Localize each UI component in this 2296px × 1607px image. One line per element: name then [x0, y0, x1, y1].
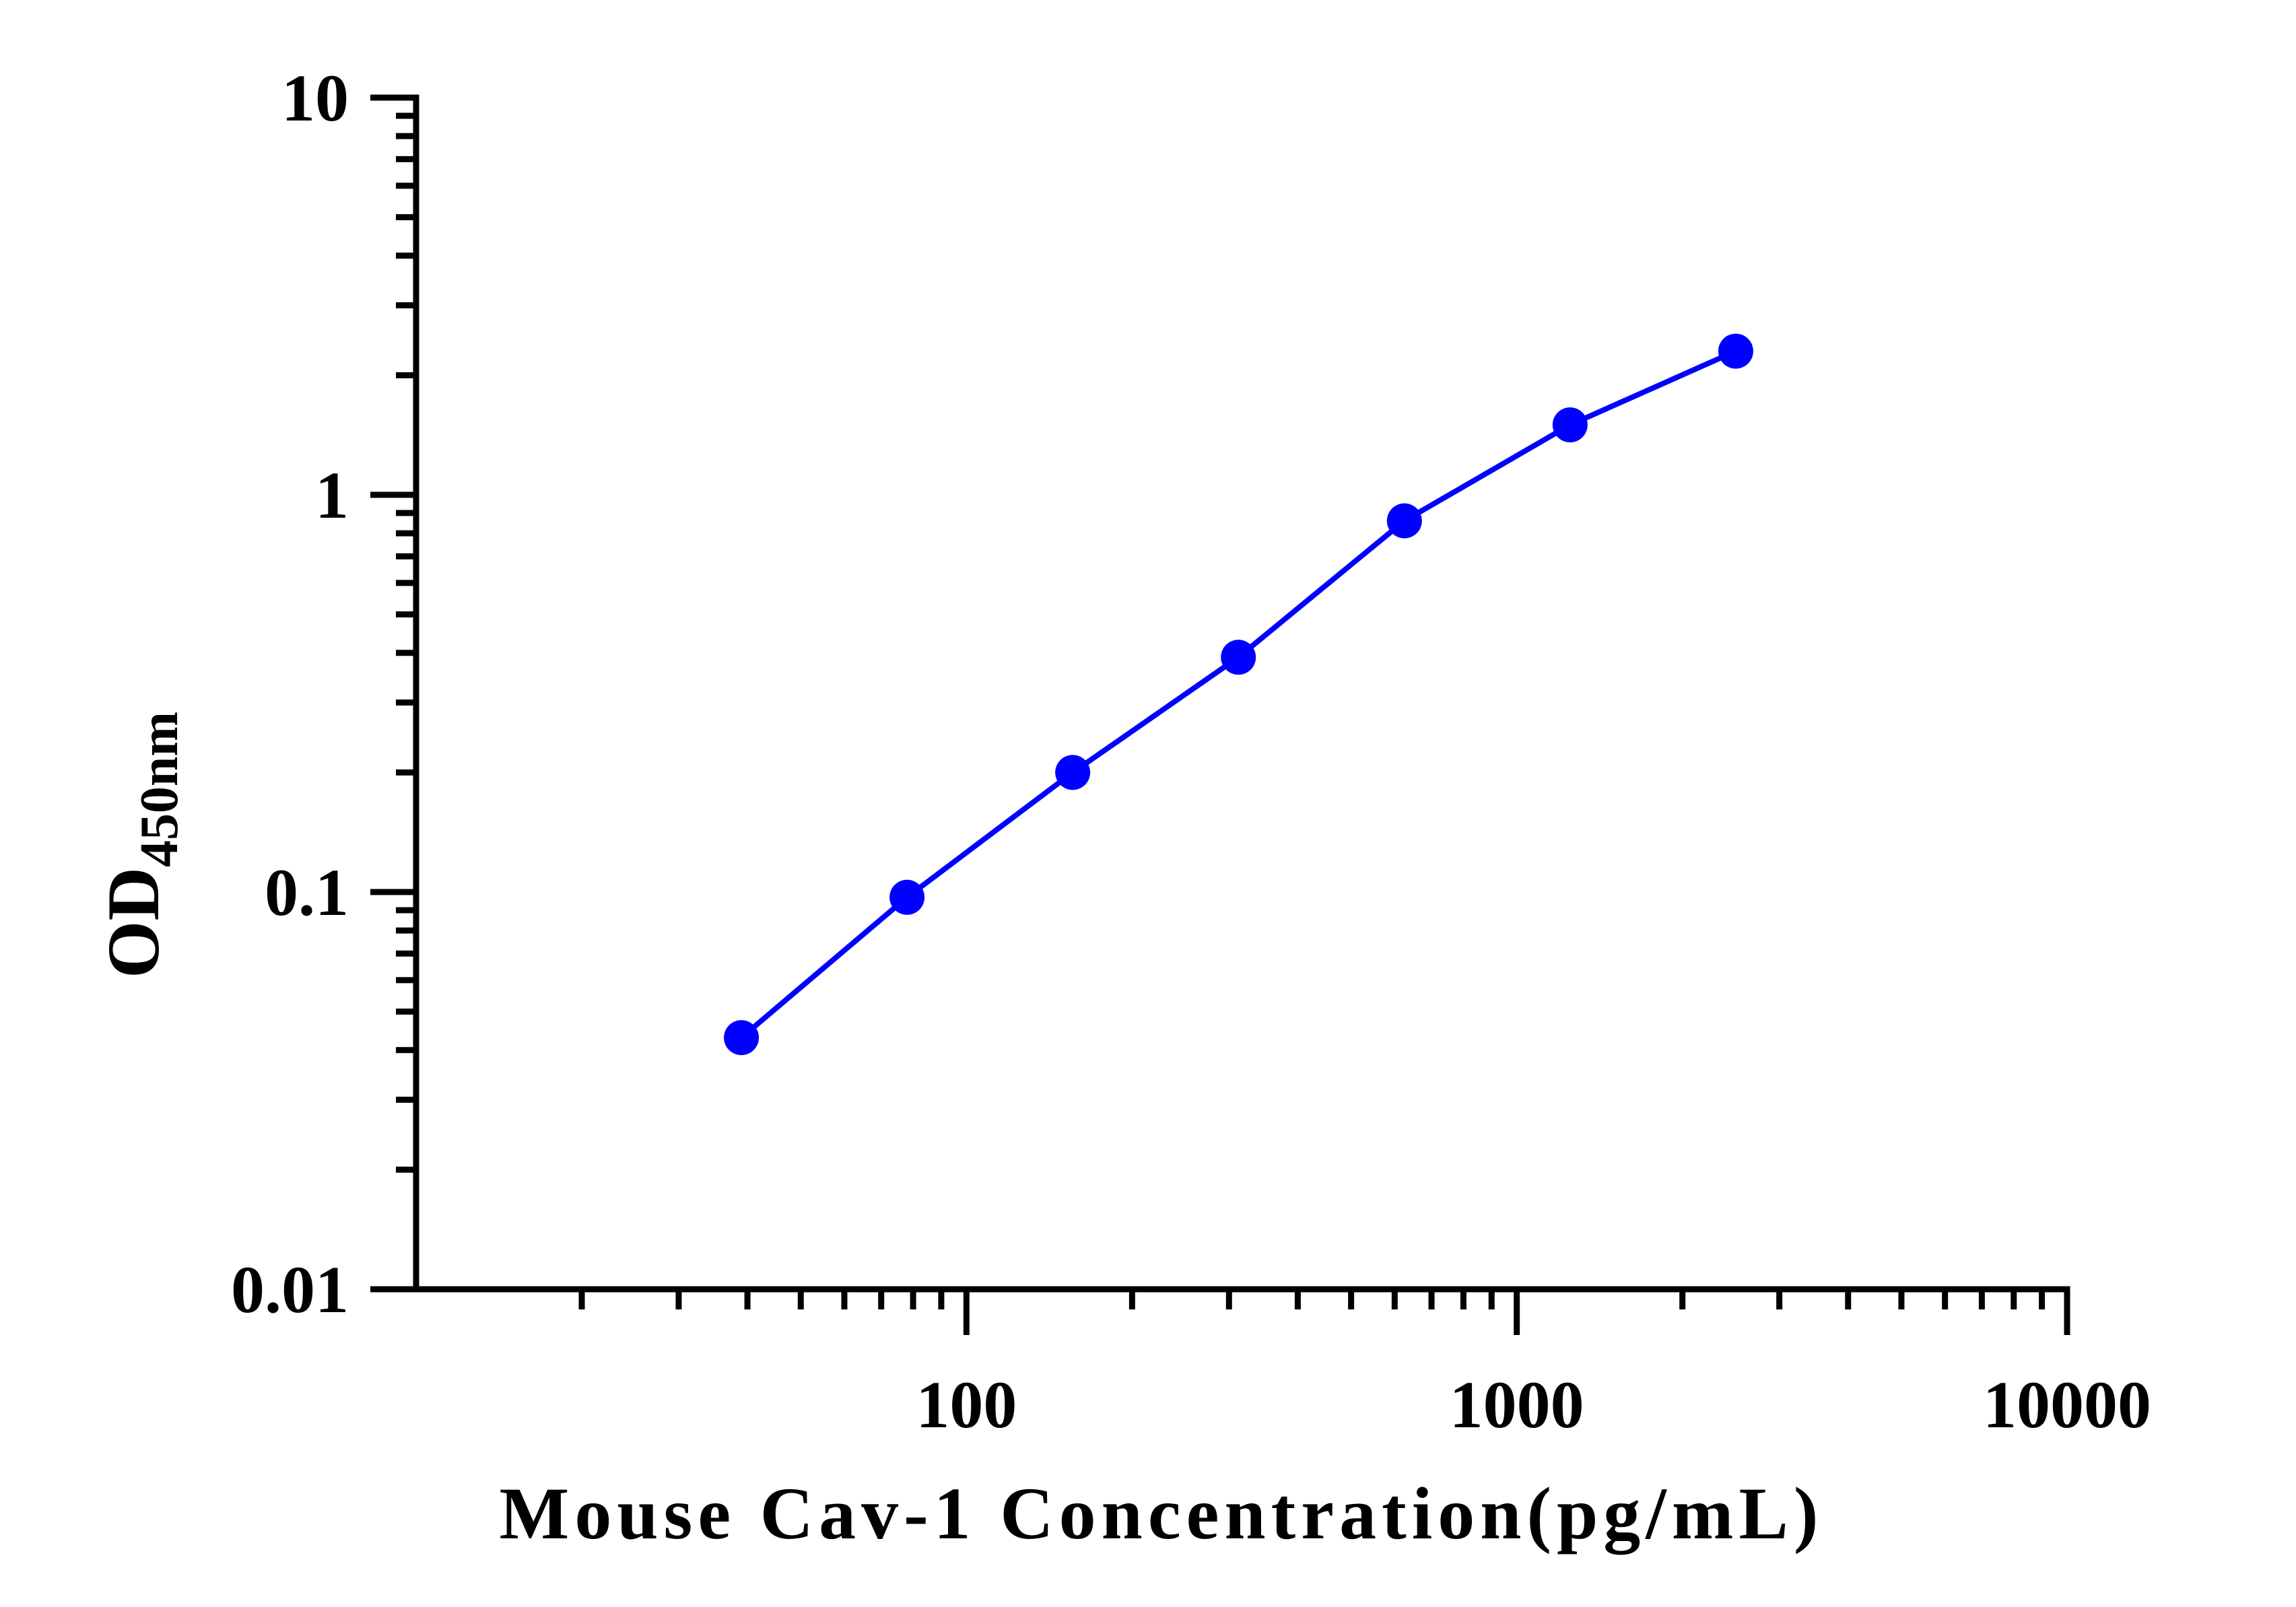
data-point — [1221, 640, 1256, 675]
data-point — [889, 879, 925, 915]
data-point — [1386, 503, 1422, 539]
data-point — [1718, 333, 1753, 369]
y-axis-title-main: OD — [92, 867, 174, 978]
series-line — [739, 348, 1737, 1040]
series-layer — [724, 333, 1753, 1056]
x-tick-label: 10000 — [1983, 1367, 2151, 1442]
y-axis-title-sub: 450nm — [130, 712, 189, 867]
x-tick-label: 1000 — [1450, 1367, 1584, 1442]
x-axis-title: Mouse Cav-1 Concentration(pg/mL) — [500, 1472, 1824, 1554]
y-tick-label: 0.01 — [231, 1252, 349, 1327]
y-tick-label: 1 — [315, 458, 349, 533]
axes: 0.01 0.1 1 10 100 1000 10000 — [231, 61, 2151, 1442]
y-tick-label: 0.1 — [265, 855, 349, 930]
data-point — [724, 1020, 759, 1056]
data-point — [1055, 755, 1091, 790]
x-tick-label: 100 — [916, 1367, 1017, 1442]
y-axis-title-group: OD450nm — [92, 712, 189, 978]
y-tick-label: 10 — [281, 61, 349, 135]
data-point — [1552, 407, 1588, 443]
y-axis-title: OD450nm — [92, 712, 189, 978]
